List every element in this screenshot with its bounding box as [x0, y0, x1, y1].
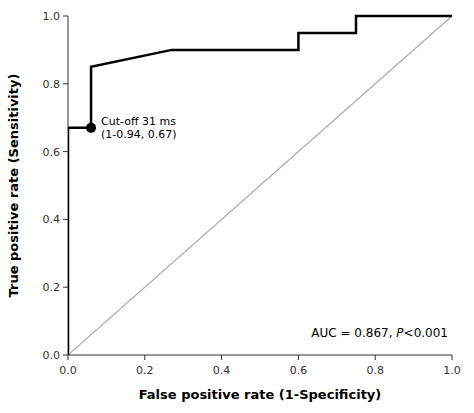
x-tick-label: 1.0 — [443, 364, 461, 377]
cutoff-label: (1-0.94, 0.67) — [101, 128, 177, 141]
y-tick-label: 0.8 — [43, 78, 61, 91]
plot-area — [68, 16, 452, 355]
x-tick-label: 0.2 — [136, 364, 154, 377]
x-tick-label: 0.6 — [290, 364, 308, 377]
auc-label-part: AUC = 0.867, — [311, 326, 396, 340]
y-tick-label: 1.0 — [43, 10, 61, 23]
y-axis-label: True positive rate (Sensitivity) — [6, 74, 21, 298]
auc-label: AUC = 0.867, P<0.001 — [311, 326, 448, 340]
y-tick — [63, 151, 68, 152]
chart: 0.0 0.2 0.4 0.6 0.8 1.0 0.0 0.2 0.4 0.6 0.8 1.0 Fals… — [0, 0, 474, 413]
x-tick — [452, 355, 453, 360]
x-tick — [298, 355, 299, 360]
cutoff-label: Cut-off 31 ms — [101, 115, 176, 128]
y-tick — [63, 287, 68, 288]
auc-label-part: <0.001 — [404, 326, 448, 340]
y-tick-label: 0.6 — [43, 146, 61, 159]
x-tick-label: 0.4 — [213, 364, 231, 377]
x-axis-label: False positive rate (1-Specificity) — [139, 387, 382, 402]
y-tick — [63, 219, 68, 220]
x-tick — [68, 355, 69, 360]
y-tick-label: 0.2 — [43, 281, 61, 294]
x-tick — [221, 355, 222, 360]
x-tick-label: 0.0 — [59, 364, 77, 377]
y-tick-label: 0.0 — [43, 349, 61, 362]
axes: 0.0 0.2 0.4 0.6 0.8 1.0 0.0 0.2 0.4 0.6 0.8 1.0 — [43, 10, 461, 377]
x-tick-label: 0.8 — [366, 364, 384, 377]
y-tick — [63, 16, 68, 17]
x-axis — [68, 355, 452, 356]
y-tick-label: 0.4 — [43, 213, 61, 226]
annotations: Cut-off 31 ms(1-0.94, 0.67) AUC = 0.867, … — [101, 115, 448, 340]
roc-curve — [68, 16, 452, 355]
x-tick — [144, 355, 145, 360]
y-tick — [63, 355, 68, 356]
cutoff-point — [86, 123, 96, 133]
reference-line — [68, 16, 452, 355]
x-tick — [375, 355, 376, 360]
y-tick — [63, 83, 68, 84]
